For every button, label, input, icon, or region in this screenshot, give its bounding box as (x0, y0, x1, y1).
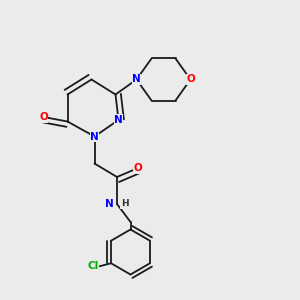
Text: N: N (90, 131, 99, 142)
Text: N: N (114, 115, 123, 125)
Text: O: O (186, 74, 195, 85)
Text: Cl: Cl (87, 261, 99, 271)
Text: O: O (134, 163, 142, 173)
Text: N: N (132, 74, 141, 85)
Text: H: H (121, 200, 128, 208)
Text: N: N (105, 199, 114, 209)
Text: O: O (39, 112, 48, 122)
